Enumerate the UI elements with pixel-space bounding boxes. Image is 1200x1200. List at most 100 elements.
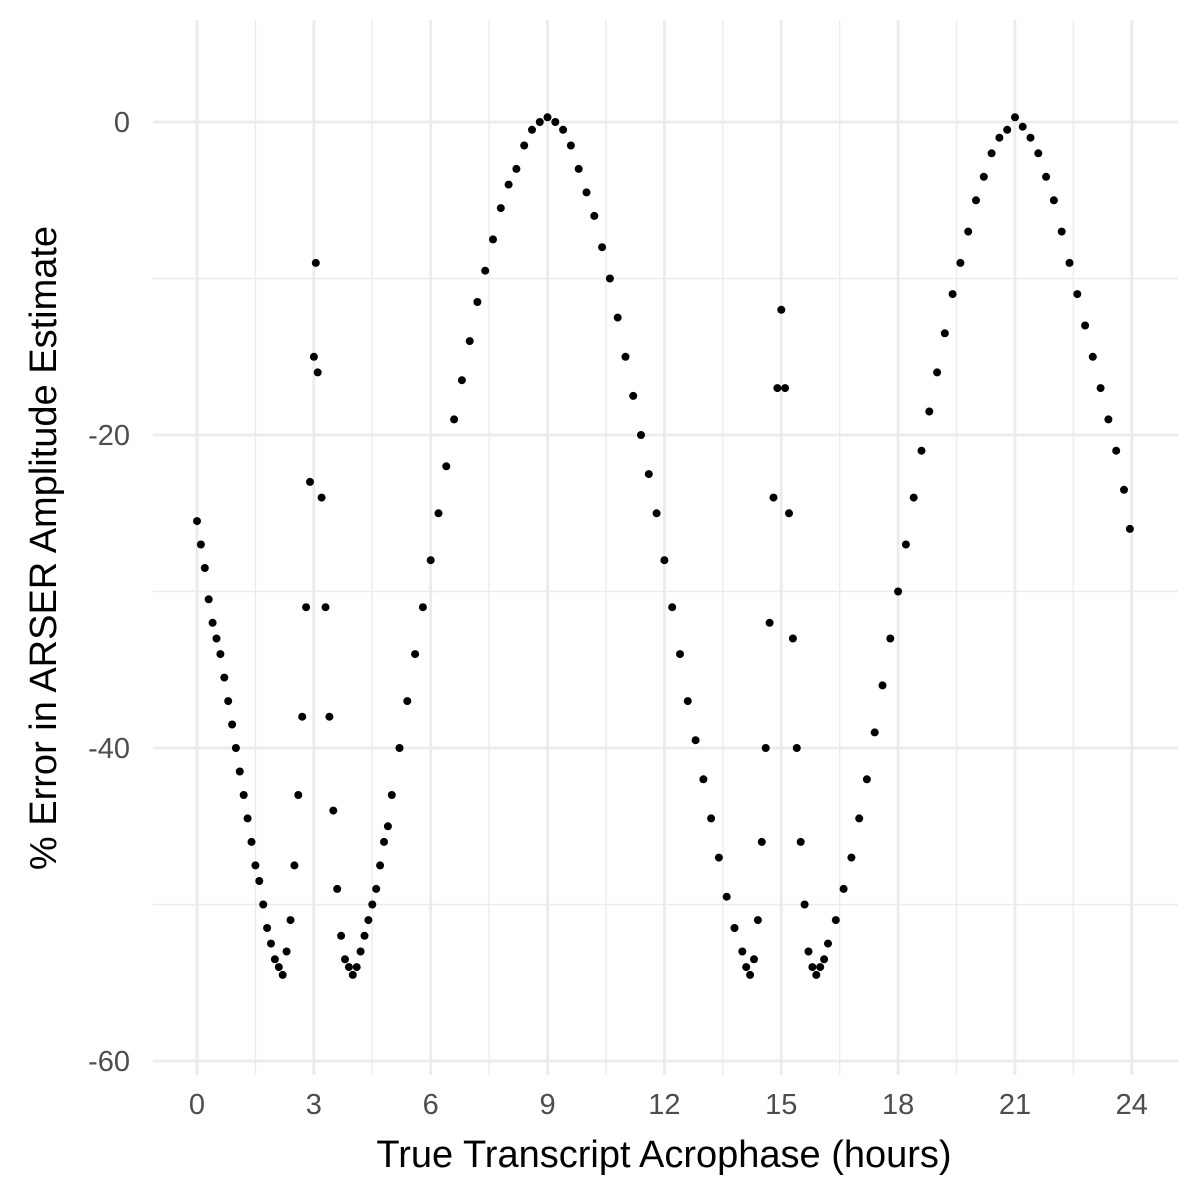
data-point (660, 556, 669, 565)
data-point (1125, 524, 1134, 533)
data-point (465, 337, 474, 346)
data-point (948, 290, 957, 299)
data-point (298, 712, 307, 721)
data-point (1073, 290, 1082, 299)
data-point (773, 384, 782, 393)
data-point (278, 970, 287, 979)
data-point (1042, 172, 1051, 181)
data-point (481, 266, 490, 275)
data-point (231, 744, 240, 752)
data-point (909, 493, 918, 502)
data-point (333, 884, 342, 893)
data-point (808, 963, 817, 972)
data-point (765, 618, 774, 627)
data-point (302, 603, 311, 612)
data-point (742, 963, 751, 972)
data-point (714, 853, 723, 862)
x-tick-labels: 0 3 6 9 12 15 18 21 24 (189, 1089, 1148, 1121)
data-point (644, 470, 653, 479)
data-point (450, 415, 459, 424)
data-point (321, 603, 330, 612)
data-point (442, 462, 451, 471)
data-point (901, 540, 910, 549)
data-point (855, 814, 864, 823)
data-point (193, 517, 201, 526)
data-point (566, 141, 575, 150)
data-point (722, 892, 731, 901)
data-point (956, 258, 965, 267)
data-point (788, 634, 797, 643)
data-point (590, 211, 599, 220)
data-point (574, 164, 583, 173)
data-point (796, 837, 805, 846)
data-point (274, 963, 283, 972)
x-tick-label: 9 (539, 1089, 555, 1121)
data-point (551, 118, 560, 126)
data-point (528, 125, 536, 134)
data-point (800, 900, 809, 909)
x-tick-label: 24 (1116, 1089, 1148, 1121)
data-point (792, 744, 801, 752)
data-point (1034, 149, 1043, 158)
data-point (746, 970, 755, 979)
data-point (403, 697, 412, 706)
data-point (878, 681, 887, 690)
data-point (582, 188, 591, 197)
y-tick-labels: 0 -20 -40 -60 (88, 107, 130, 1078)
data-points (193, 113, 1134, 979)
data-point (317, 493, 326, 502)
x-tick-label: 18 (882, 1089, 914, 1121)
data-point (473, 298, 482, 306)
data-point (270, 955, 279, 964)
data-point (489, 235, 497, 244)
data-point (267, 939, 275, 948)
data-point (208, 618, 217, 627)
data-point (290, 861, 299, 870)
data-point (940, 329, 949, 338)
data-point (979, 172, 988, 181)
data-point (251, 861, 260, 870)
data-point (196, 540, 205, 549)
x-tick-label: 6 (423, 1089, 439, 1121)
data-point (426, 556, 435, 565)
data-point (543, 113, 552, 122)
data-point (1065, 258, 1074, 267)
data-point (228, 720, 237, 729)
data-point (613, 313, 622, 322)
data-point (1011, 113, 1019, 122)
data-point (263, 924, 272, 932)
data-point (847, 853, 856, 862)
data-point (691, 736, 700, 745)
data-point (1081, 321, 1090, 330)
data-point (757, 837, 766, 846)
data-point (212, 634, 221, 643)
data-point (777, 305, 786, 314)
data-point (730, 924, 739, 932)
data-point (344, 963, 353, 972)
data-point (352, 963, 361, 972)
data-point (239, 791, 248, 799)
data-point (294, 791, 303, 799)
data-point (1003, 125, 1012, 134)
data-point (1088, 352, 1097, 361)
data-point (769, 493, 778, 502)
data-point (235, 767, 244, 776)
data-point (1026, 133, 1035, 142)
data-point (781, 384, 790, 393)
data-point (917, 446, 926, 455)
data-point (200, 564, 209, 572)
data-point (216, 650, 225, 659)
data-point (325, 712, 334, 721)
x-tick-label: 12 (648, 1089, 680, 1121)
data-point (259, 900, 268, 909)
data-point (683, 697, 692, 706)
data-point (820, 955, 829, 964)
grid-lines (153, 20, 1178, 1075)
data-point (306, 477, 314, 486)
data-point (243, 814, 252, 823)
data-point (286, 916, 295, 925)
data-point (839, 884, 848, 893)
data-point (559, 125, 568, 134)
x-tick-label: 0 (189, 1089, 205, 1121)
data-point (1120, 485, 1128, 494)
